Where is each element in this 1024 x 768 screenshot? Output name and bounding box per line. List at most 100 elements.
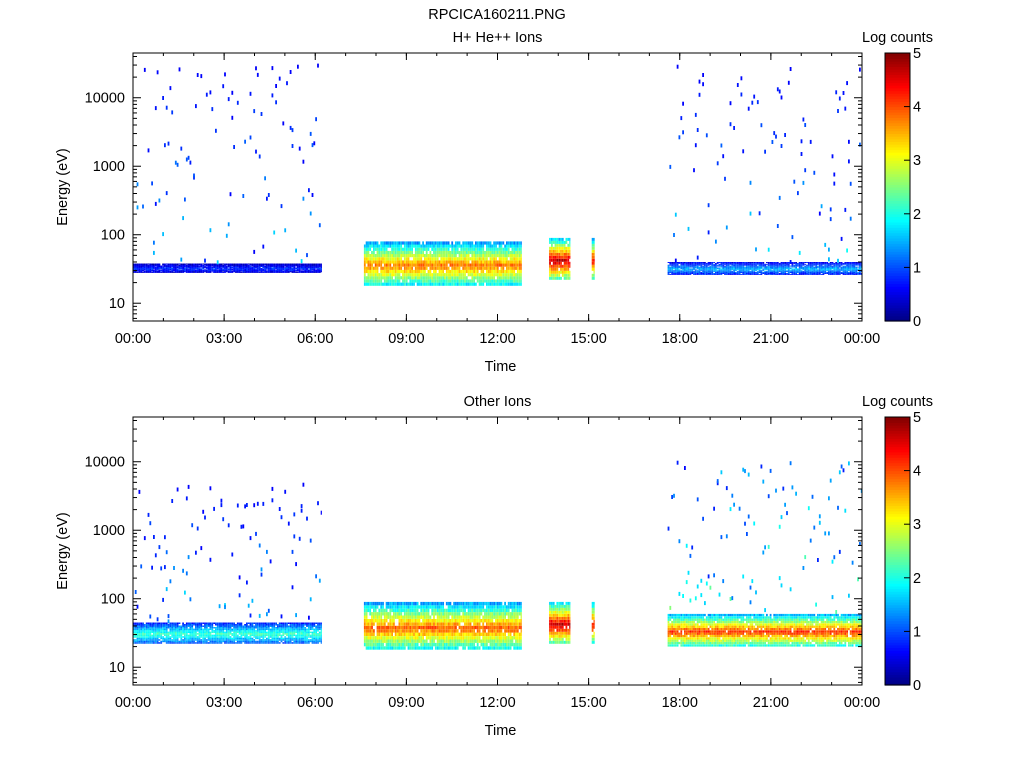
data-cell <box>411 260 413 264</box>
data-cell <box>696 264 699 266</box>
data-cell <box>797 191 799 196</box>
data-cell <box>164 269 166 271</box>
data-cell <box>158 625 161 627</box>
data-cell <box>791 271 794 273</box>
data-cell <box>724 263 726 265</box>
data-cell <box>427 282 430 286</box>
data-cell <box>267 271 270 273</box>
data-cell <box>798 273 801 274</box>
data-cell <box>558 264 561 268</box>
data-cell <box>162 622 164 624</box>
data-cell <box>156 266 159 268</box>
data-cell <box>394 273 397 277</box>
data-cell <box>838 263 841 265</box>
data-cell <box>707 264 710 266</box>
data-cell <box>156 628 159 631</box>
data-cell <box>256 268 259 269</box>
data-cell <box>444 263 446 267</box>
data-cell <box>158 269 161 271</box>
data-cell <box>209 271 212 273</box>
data-cell <box>143 265 146 267</box>
data-cell <box>185 642 188 644</box>
data-cell <box>676 273 679 275</box>
data-cell <box>767 270 770 272</box>
data-cell <box>804 270 807 272</box>
data-cell <box>371 254 373 258</box>
data-cell <box>154 637 157 640</box>
data-cell <box>742 273 745 275</box>
data-cell <box>153 266 155 268</box>
data-cell <box>145 264 148 266</box>
data-cell <box>780 271 783 273</box>
data-cell <box>764 265 766 267</box>
data-cell <box>857 263 859 265</box>
data-cell <box>371 273 373 277</box>
data-cell <box>851 267 854 269</box>
data-cell <box>740 266 743 268</box>
data-cell <box>722 265 725 267</box>
data-cell <box>798 250 801 255</box>
data-cell <box>387 276 390 280</box>
data-cell <box>229 192 232 197</box>
data-cell <box>218 265 221 267</box>
data-cell <box>715 239 717 244</box>
data-cell <box>136 263 139 265</box>
data-cell <box>160 642 163 644</box>
data-cell <box>286 268 288 270</box>
data-cell <box>685 262 688 263</box>
data-cell <box>262 269 265 271</box>
data-cell <box>767 262 770 264</box>
data-cell <box>298 270 301 272</box>
data-cell <box>711 271 714 273</box>
data-cell <box>558 255 561 259</box>
data-cell <box>482 241 485 245</box>
data-cell <box>456 257 459 261</box>
data-cell <box>769 265 772 267</box>
data-cell <box>806 264 808 266</box>
data-cell <box>402 282 404 286</box>
data-cell <box>140 625 143 627</box>
data-cell <box>484 257 486 261</box>
data-cell <box>149 622 152 624</box>
data-cell <box>552 252 555 256</box>
data-cell <box>684 268 686 270</box>
data-cell <box>238 263 241 265</box>
data-cell <box>815 271 817 273</box>
data-cell <box>420 244 423 248</box>
data-cell <box>255 66 257 71</box>
colorbar-segment <box>885 251 910 255</box>
data-cell <box>133 631 135 634</box>
data-cell <box>693 263 695 265</box>
data-cell <box>684 262 686 264</box>
data-cell <box>235 265 237 267</box>
data-cell <box>680 263 683 265</box>
data-cell <box>687 269 690 271</box>
data-cell <box>460 244 463 248</box>
data-cell <box>482 244 485 248</box>
data-cell <box>162 264 164 266</box>
data-cell <box>554 255 557 259</box>
data-cell <box>549 258 551 262</box>
data-cell <box>140 640 143 643</box>
data-cell <box>233 265 235 267</box>
data-cell <box>247 271 250 273</box>
data-cell <box>476 266 479 270</box>
data-cell <box>593 237 595 241</box>
data-cell <box>486 257 488 261</box>
data-cell <box>733 269 735 271</box>
data-cell <box>205 263 208 265</box>
data-cell <box>776 271 779 273</box>
data-cell <box>154 270 157 271</box>
data-cell <box>551 240 553 244</box>
data-cell <box>424 247 426 251</box>
data-cell <box>746 264 748 266</box>
data-cell <box>178 271 181 273</box>
data-cell <box>380 263 383 267</box>
data-cell <box>304 269 307 271</box>
data-cell <box>182 271 184 273</box>
data-cell <box>782 271 785 273</box>
data-cell <box>193 271 195 273</box>
data-cell <box>680 271 683 273</box>
data-cell <box>145 269 148 271</box>
data-cell <box>275 270 277 271</box>
